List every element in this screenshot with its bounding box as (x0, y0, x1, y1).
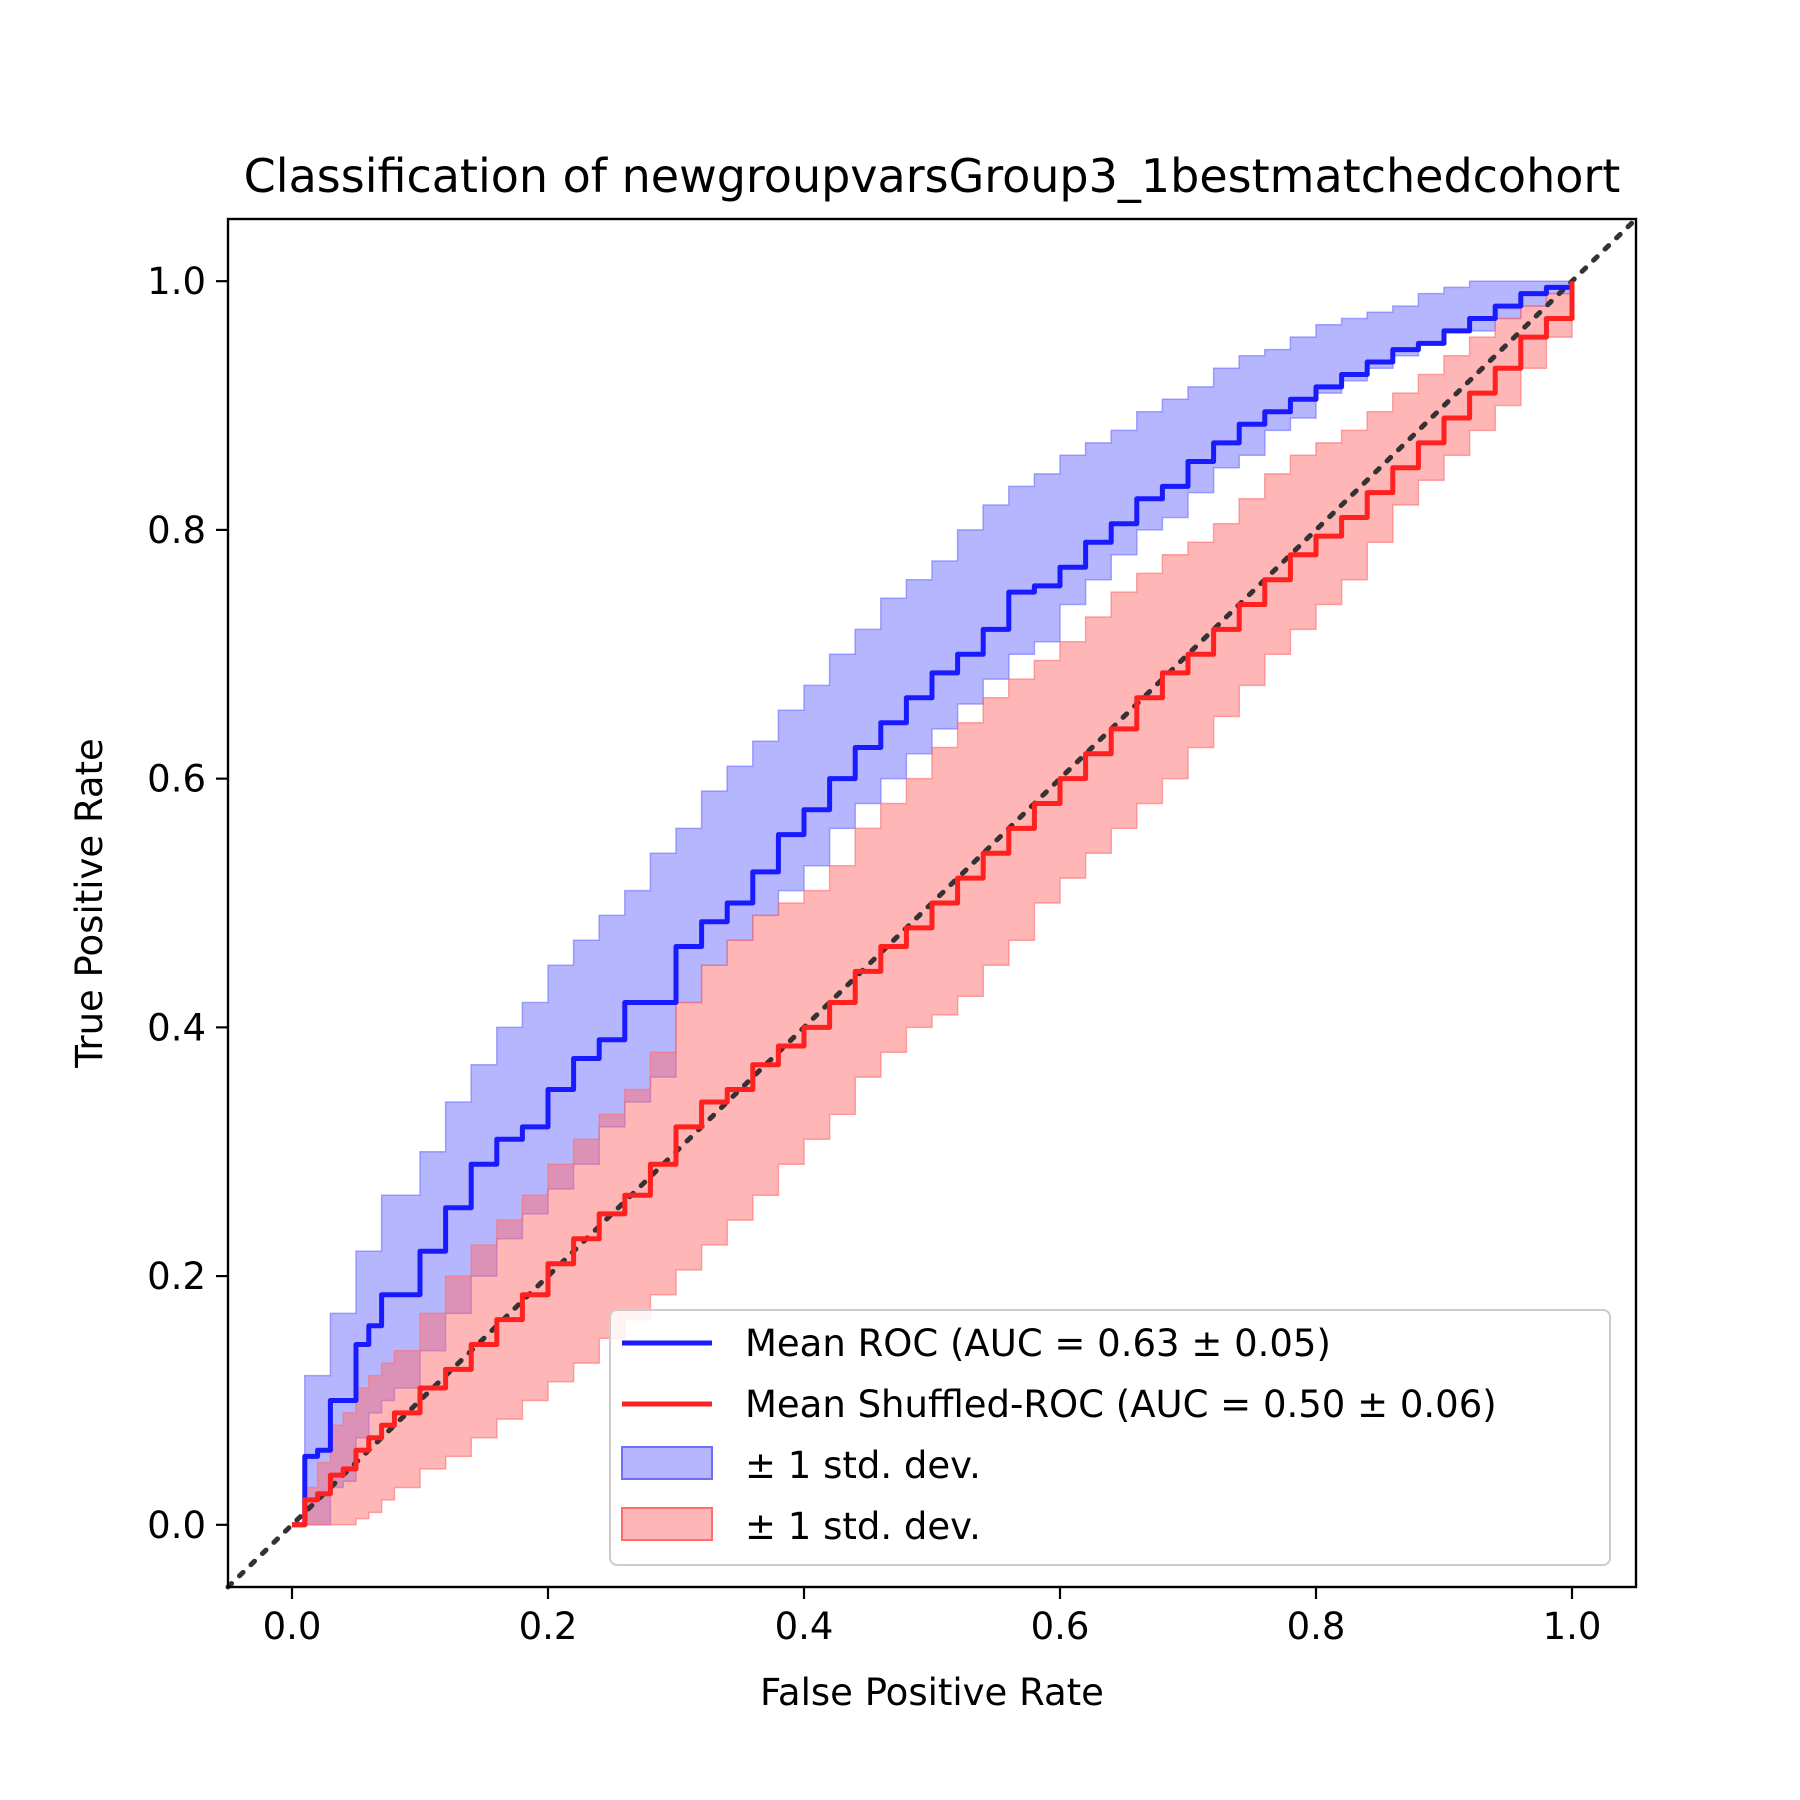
y-tick-label: 0.0 (147, 1504, 206, 1547)
roc-lines (225, 216, 1639, 1590)
series-line-0 (292, 281, 1575, 1528)
y-tick-label: 0.6 (147, 758, 206, 801)
series-line-1 (292, 281, 1575, 1528)
x-tick-label: 1.0 (1543, 1605, 1602, 1648)
chart-title: Classification of newgroupvarsGroup3_1be… (244, 149, 1621, 203)
x-axis-ticks: 0.0 0.2 0.4 0.6 0.8 1.0 (263, 1587, 1602, 1648)
legend-label-std-blue: ± 1 std. dev. (745, 1444, 981, 1487)
legend-label-shuffled-roc: Mean Shuffled-ROC (AUC = 0.50 ± 0.06) (745, 1383, 1497, 1426)
x-tick-label: 0.0 (263, 1605, 322, 1648)
y-tick-label: 0.4 (147, 1006, 206, 1049)
y-axis-ticks: 0.0 0.2 0.4 0.6 0.8 1.0 (147, 260, 228, 1547)
y-tick-label: 0.2 (147, 1255, 206, 1298)
legend-label-std-red: ± 1 std. dev. (745, 1505, 981, 1548)
x-tick-label: 0.4 (775, 1605, 834, 1648)
x-tick-label: 0.6 (1031, 1605, 1090, 1648)
legend: Mean ROC (AUC = 0.63 ± 0.05) Mean Shuffl… (609, 1309, 1611, 1566)
y-tick-label: 0.8 (147, 509, 206, 552)
legend-swatch-std-blue (621, 1446, 713, 1480)
x-tick-label: 0.2 (519, 1605, 578, 1648)
legend-swatch-std-red (621, 1507, 713, 1541)
x-tick-label: 0.8 (1287, 1605, 1346, 1648)
legend-label-mean-roc: Mean ROC (AUC = 0.63 ± 0.05) (745, 1322, 1331, 1365)
y-axis-label: True Positive Rate (68, 738, 111, 1069)
plot-frame (226, 217, 1638, 1589)
y-tick-label: 1.0 (147, 260, 206, 303)
x-axis-label: False Positive Rate (760, 1671, 1104, 1714)
legend-box (609, 1309, 1611, 1566)
